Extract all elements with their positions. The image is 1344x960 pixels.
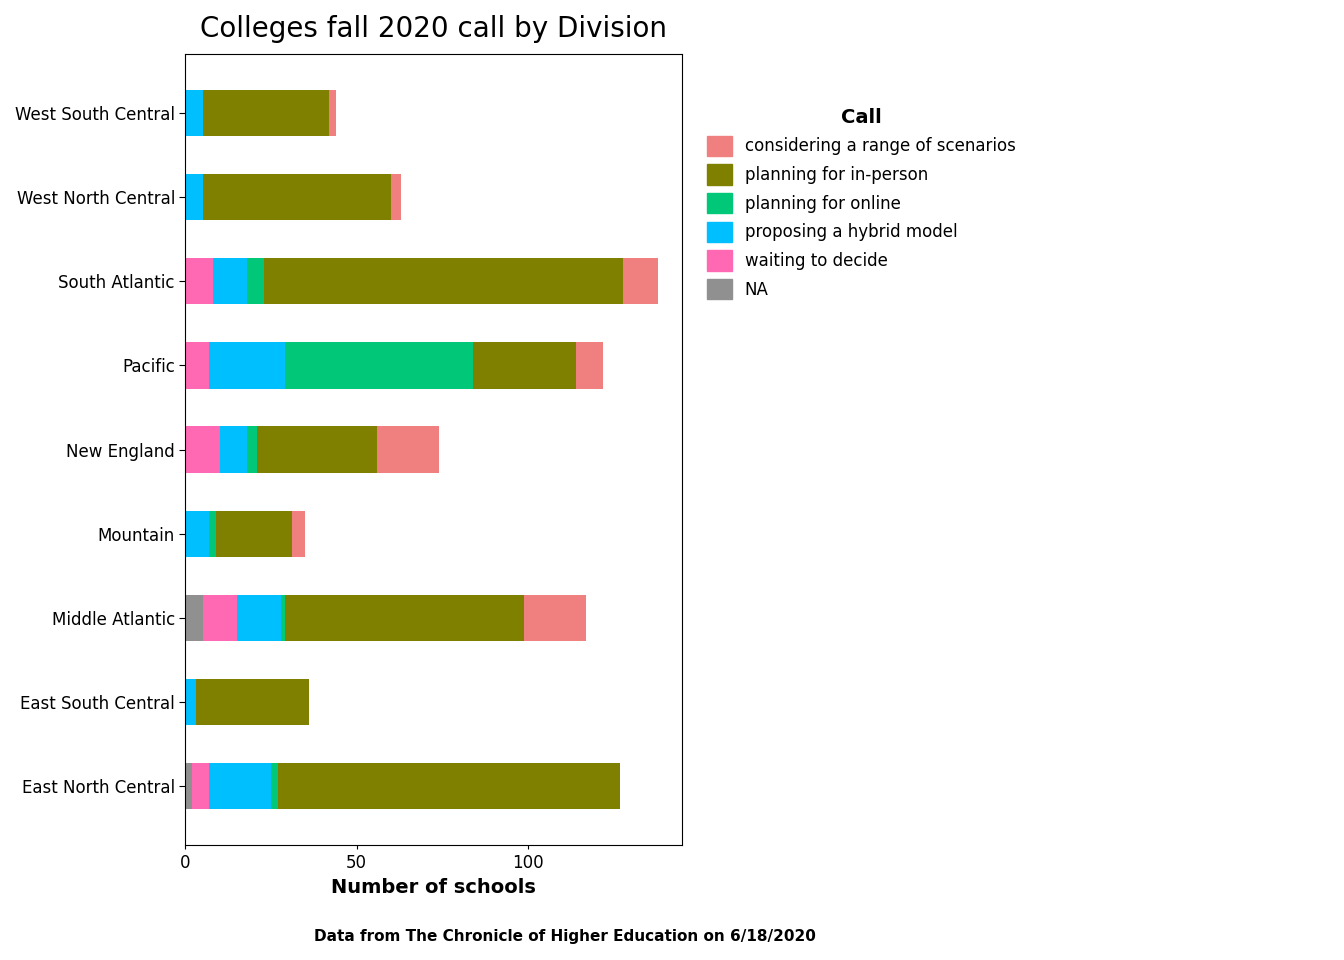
Bar xyxy=(473,342,575,389)
Bar xyxy=(196,679,309,725)
Bar xyxy=(210,763,271,809)
Text: Data from The Chronicle of Higher Education on 6/18/2020: Data from The Chronicle of Higher Educat… xyxy=(313,929,816,944)
Bar xyxy=(185,426,219,472)
Bar xyxy=(203,595,237,641)
Bar xyxy=(237,595,281,641)
Bar xyxy=(212,258,247,304)
Bar xyxy=(203,89,329,136)
Bar xyxy=(575,342,603,389)
Bar xyxy=(216,511,292,557)
Bar xyxy=(210,511,216,557)
Bar xyxy=(292,511,305,557)
Bar xyxy=(391,174,401,220)
Bar xyxy=(624,258,657,304)
Bar xyxy=(192,763,210,809)
Bar xyxy=(210,342,285,389)
Bar xyxy=(219,426,247,472)
Bar xyxy=(185,342,210,389)
Bar xyxy=(185,89,203,136)
Bar xyxy=(185,258,212,304)
Bar xyxy=(185,595,203,641)
Bar xyxy=(281,595,285,641)
Bar xyxy=(278,763,620,809)
Bar xyxy=(257,426,378,472)
Bar xyxy=(203,174,391,220)
Bar xyxy=(285,595,524,641)
Bar xyxy=(185,763,192,809)
Bar xyxy=(265,258,624,304)
Bar xyxy=(524,595,586,641)
Bar xyxy=(285,342,473,389)
Bar xyxy=(271,763,278,809)
Bar xyxy=(378,426,438,472)
Bar xyxy=(185,679,196,725)
Bar xyxy=(329,89,336,136)
Title: Colleges fall 2020 call by Division: Colleges fall 2020 call by Division xyxy=(200,15,667,43)
Bar xyxy=(185,174,203,220)
X-axis label: Number of schools: Number of schools xyxy=(331,878,536,897)
Bar xyxy=(247,426,257,472)
Legend: considering a range of scenarios, planning for in-person, planning for online, p: considering a range of scenarios, planni… xyxy=(700,102,1023,306)
Bar xyxy=(247,258,265,304)
Bar xyxy=(185,511,210,557)
